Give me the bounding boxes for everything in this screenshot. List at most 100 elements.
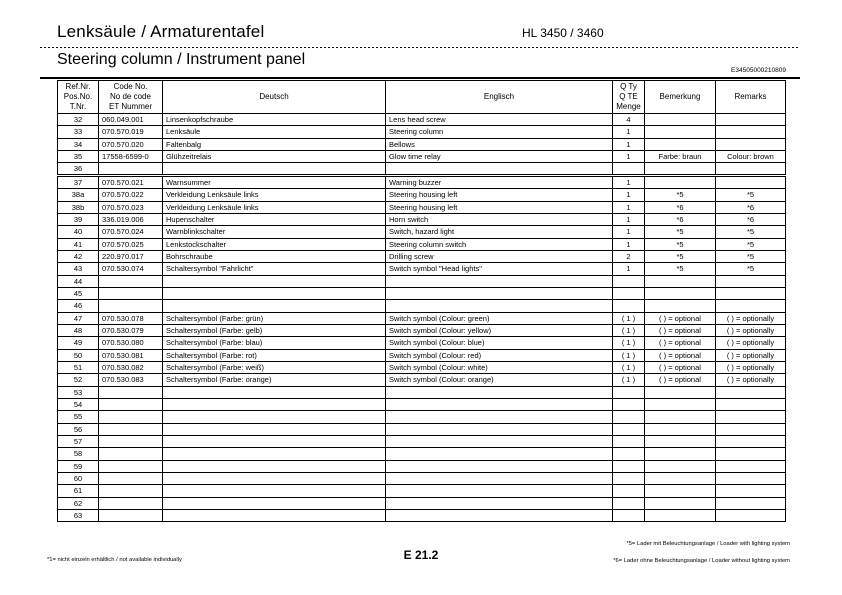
column-header-german: Deutsch [162, 80, 386, 114]
cell-bem: *6 [644, 200, 716, 214]
cell-bem [644, 422, 716, 436]
cell-de [162, 459, 386, 473]
cell-bem: ( ) = optional [644, 323, 716, 338]
cell-rem [715, 137, 786, 151]
cell-qty [612, 385, 645, 399]
cell-qty: 1 [612, 225, 645, 239]
page-title-english: Steering column / Instrument panel [57, 51, 306, 68]
cell-en [385, 274, 613, 288]
cell-bem: *5 [644, 249, 716, 264]
cell-bem [644, 410, 716, 424]
cell-rem [715, 175, 786, 190]
cell-de: Schaltersymbol (Farbe: orange) [162, 373, 386, 387]
cell-rem: ( ) = optionally [715, 373, 786, 387]
cell-rem [715, 496, 786, 510]
cell-rem: *6 [715, 200, 786, 214]
cell-bem: *5 [644, 237, 716, 251]
footnote-not-available: *1= nicht einzeln erhältlich / not avail… [47, 557, 182, 563]
cell-en [385, 484, 613, 498]
cell-rem [715, 459, 786, 473]
cell-en: Switch symbol (Colour: white) [385, 360, 613, 375]
cell-en: Switch symbol "Head lights" [385, 262, 613, 276]
cell-ref: 36 [57, 162, 99, 178]
cell-en: Switch, hazard light [385, 225, 613, 239]
cell-de [162, 434, 386, 449]
page-number: E 21.2 [403, 548, 439, 562]
cell-en: Switch symbol (Colour: blue) [385, 336, 613, 350]
cell-de: Glühzeitrelais [162, 149, 386, 164]
cell-qty: 1 [612, 262, 645, 276]
cell-rem [715, 162, 786, 178]
table-row: 35 17558-6599-0 Glühzeitrelais Glow time re… [57, 149, 786, 164]
cell-rem: *5 [715, 249, 786, 264]
cell-de [162, 410, 386, 424]
cell-rem [715, 125, 786, 139]
cell-en: Drilling screw [385, 249, 613, 264]
table-row: 51 070.530.082 Schaltersymbol (Farbe: weiß… [57, 360, 786, 375]
table-row: 50 070.530.081 Schaltersymbol (Farbe: rot)… [57, 348, 786, 362]
cell-en: Steering column [385, 125, 613, 139]
cell-bem [644, 385, 716, 399]
cell-qty [612, 299, 645, 313]
cell-en [385, 286, 613, 301]
cell-code: 070.530.080 [98, 336, 163, 350]
cell-rem: *5 [715, 237, 786, 251]
cell-code [98, 434, 163, 449]
cell-bem [644, 299, 716, 313]
table-row: 32 060.049.001 Linsenkopfschraube Lens head… [57, 112, 786, 127]
cell-ref: 55 [57, 410, 99, 424]
cell-code [98, 274, 163, 288]
cell-code: 070.570.020 [98, 137, 163, 151]
table-row: 36 [57, 162, 786, 178]
cell-qty [612, 397, 645, 412]
cell-en [385, 397, 613, 412]
cell-code [98, 459, 163, 473]
cell-code [98, 162, 163, 178]
cell-ref: 37 [57, 175, 99, 190]
table-row: 45 [57, 286, 786, 301]
column-header-quantity: Q Ty Q TE Menge [612, 80, 645, 114]
cell-de [162, 286, 386, 301]
cell-code [98, 471, 163, 486]
table-row: 33 070.570.019 Lenksäule Steering column 1 [57, 125, 786, 139]
cell-ref: 53 [57, 385, 99, 399]
cell-bem [644, 447, 716, 461]
cell-rem: Colour: brown [715, 149, 786, 164]
cell-de [162, 397, 386, 412]
cell-qty [612, 286, 645, 301]
column-header-remarks: Remarks [715, 80, 786, 114]
cell-de: Warnblinkschalter [162, 225, 386, 239]
cell-en: Steering housing left [385, 200, 613, 214]
cell-de [162, 496, 386, 510]
cell-ref: 57 [57, 434, 99, 449]
cell-rem: ( ) = optionally [715, 360, 786, 375]
cell-qty [612, 471, 645, 486]
cell-ref: 52 [57, 373, 99, 387]
cell-en [385, 162, 613, 178]
cell-rem [715, 112, 786, 127]
cell-en: Steering column switch [385, 237, 613, 251]
cell-bem: ( ) = optional [644, 373, 716, 387]
cell-de [162, 385, 386, 399]
cell-de [162, 471, 386, 486]
cell-bem: *5 [644, 225, 716, 239]
cell-code: 070.530.078 [98, 311, 163, 325]
cell-rem: ( ) = optionally [715, 348, 786, 362]
cell-en: Switch symbol (Colour: orange) [385, 373, 613, 387]
cell-rem [715, 286, 786, 301]
cell-code [98, 397, 163, 412]
cell-bem [644, 397, 716, 412]
table-row: 41 070.570.025 Lenkstockschalter Steering c… [57, 237, 786, 251]
cell-de: Linsenkopfschraube [162, 112, 386, 127]
cell-bem [644, 508, 716, 523]
cell-qty [612, 447, 645, 461]
cell-rem: *6 [715, 212, 786, 227]
cell-code: 220.970.017 [98, 249, 163, 264]
cell-de: Schaltersymbol "Fahrlicht" [162, 262, 386, 276]
cell-code: 070.530.082 [98, 360, 163, 375]
cell-de: Bohrschraube [162, 249, 386, 264]
column-header-ref: Ref.Nr. Pos.No. T.Nr. [57, 80, 99, 114]
cell-ref: 62 [57, 496, 99, 510]
cell-code [98, 496, 163, 510]
cell-rem [715, 434, 786, 449]
